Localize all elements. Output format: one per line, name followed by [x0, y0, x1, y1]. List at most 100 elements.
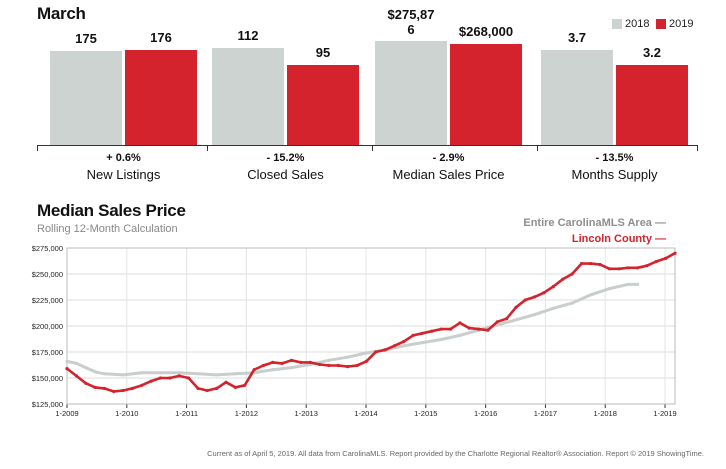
point-carolinamls: [84, 366, 88, 370]
point-lincoln: [84, 381, 88, 385]
point-lincoln: [93, 385, 97, 389]
point-lincoln: [420, 331, 424, 335]
point-lincoln: [458, 321, 462, 325]
bar-closed-sales-2018: [212, 48, 284, 145]
bar-value-label: 112: [237, 28, 259, 43]
metric-label: Closed Sales: [247, 167, 324, 182]
point-lincoln: [74, 374, 78, 378]
bar-axis-tick: [697, 145, 698, 151]
legend-label-2019: 2019: [669, 18, 694, 30]
point-lincoln: [140, 383, 144, 387]
x-tick-label: 1-2019: [653, 409, 676, 418]
point-carolinamls: [551, 306, 556, 310]
point-lincoln: [168, 376, 172, 380]
bar-value-label: 176: [150, 30, 172, 45]
point-lincoln: [430, 329, 434, 333]
point-carolinamls: [289, 366, 294, 370]
point-lincoln: [243, 383, 247, 387]
point-carolinamls: [271, 368, 275, 372]
point-lincoln: [318, 362, 322, 367]
point-carolinamls: [636, 282, 640, 286]
bar-value-label: $268,000: [458, 24, 514, 39]
point-lincoln: [486, 328, 490, 332]
point-lincoln: [579, 262, 584, 266]
legend-item-2018: 2018: [612, 18, 649, 30]
bar-closed-sales-2019: [287, 65, 359, 145]
point-lincoln: [551, 284, 556, 289]
bar-value-label: $275,87 6: [387, 7, 435, 37]
point-carolinamls: [327, 358, 331, 362]
point-lincoln: [533, 295, 537, 299]
legend-label-2018: 2018: [625, 18, 650, 30]
point-lincoln: [514, 305, 518, 309]
line-legend-lincoln-label: Lincoln County: [571, 233, 652, 245]
point-carolinamls: [215, 373, 219, 377]
point-lincoln: [607, 267, 612, 271]
bar-value-label: 3.7: [567, 30, 587, 45]
change-percent: - 13.5%: [595, 152, 634, 164]
point-lincoln: [112, 389, 116, 394]
point-lincoln: [205, 388, 209, 393]
point-carolinamls: [93, 370, 97, 374]
point-lincoln: [626, 266, 630, 270]
point-carolinamls: [420, 341, 424, 345]
x-tick-label: 1-2018: [594, 409, 617, 418]
point-lincoln: [355, 363, 359, 368]
point-lincoln: [346, 365, 350, 369]
point-lincoln: [411, 333, 415, 337]
point-lincoln: [374, 350, 378, 354]
y-tick-label: $225,000: [32, 296, 63, 305]
point-lincoln: [589, 262, 593, 266]
bar-axis-tick: [207, 145, 208, 151]
legend-swatch-2018: [612, 19, 622, 29]
bar-new-listings-2019: [125, 50, 197, 145]
point-lincoln: [261, 363, 265, 368]
change-percent: - 2.9%: [432, 152, 465, 164]
point-lincoln: [448, 327, 453, 331]
x-tick-label: 1-2013: [295, 409, 318, 418]
y-tick-label: $250,000: [32, 270, 63, 279]
point-carolinamls: [570, 301, 574, 305]
point-lincoln: [121, 388, 125, 393]
point-carolinamls: [458, 333, 462, 337]
point-lincoln: [505, 317, 509, 321]
metric-label: Months Supply: [571, 167, 658, 182]
x-tick-label: 1-2010: [115, 409, 138, 418]
y-tick-label: $175,000: [32, 348, 63, 357]
point-lincoln: [327, 363, 331, 368]
bar-months-supply-2018: [541, 50, 613, 145]
point-lincoln: [439, 327, 443, 331]
legend-swatch-2019: [656, 19, 666, 29]
x-tick-label: 1-2009: [55, 409, 78, 418]
line-legend-lincoln: Lincoln County —: [571, 233, 666, 245]
point-lincoln: [65, 367, 69, 371]
point-carolinamls: [346, 355, 350, 359]
point-lincoln: [336, 363, 340, 368]
point-lincoln: [542, 291, 546, 295]
y-tick-label: $275,000: [32, 244, 63, 253]
point-lincoln: [299, 360, 303, 364]
x-tick-label: 1-2015: [414, 409, 437, 418]
point-carolinamls: [364, 351, 368, 355]
change-percent: + 0.6%: [106, 152, 141, 164]
point-carolinamls: [121, 373, 125, 377]
point-lincoln: [645, 264, 649, 268]
bar-value-label: 3.2: [642, 45, 662, 60]
point-lincoln: [271, 360, 275, 364]
point-lincoln: [598, 263, 602, 267]
point-lincoln: [224, 380, 228, 384]
point-carolinamls: [439, 337, 443, 342]
point-lincoln: [495, 320, 499, 324]
point-lincoln: [196, 386, 200, 390]
point-lincoln: [289, 358, 294, 362]
plot-frame: [66, 247, 676, 405]
bar-value-label: 95: [315, 45, 331, 60]
point-lincoln: [252, 368, 256, 372]
line-chart-subtitle: Rolling 12-Month Calculation: [37, 223, 178, 235]
x-tick-label: 1-2014: [354, 409, 377, 418]
line-legend-carolinamls-label: Entire CarolinaMLS Area: [523, 217, 652, 229]
point-carolinamls: [102, 372, 106, 376]
point-lincoln: [383, 348, 387, 352]
point-carolinamls: [158, 371, 163, 375]
metric-label: Median Sales Price: [392, 167, 505, 182]
